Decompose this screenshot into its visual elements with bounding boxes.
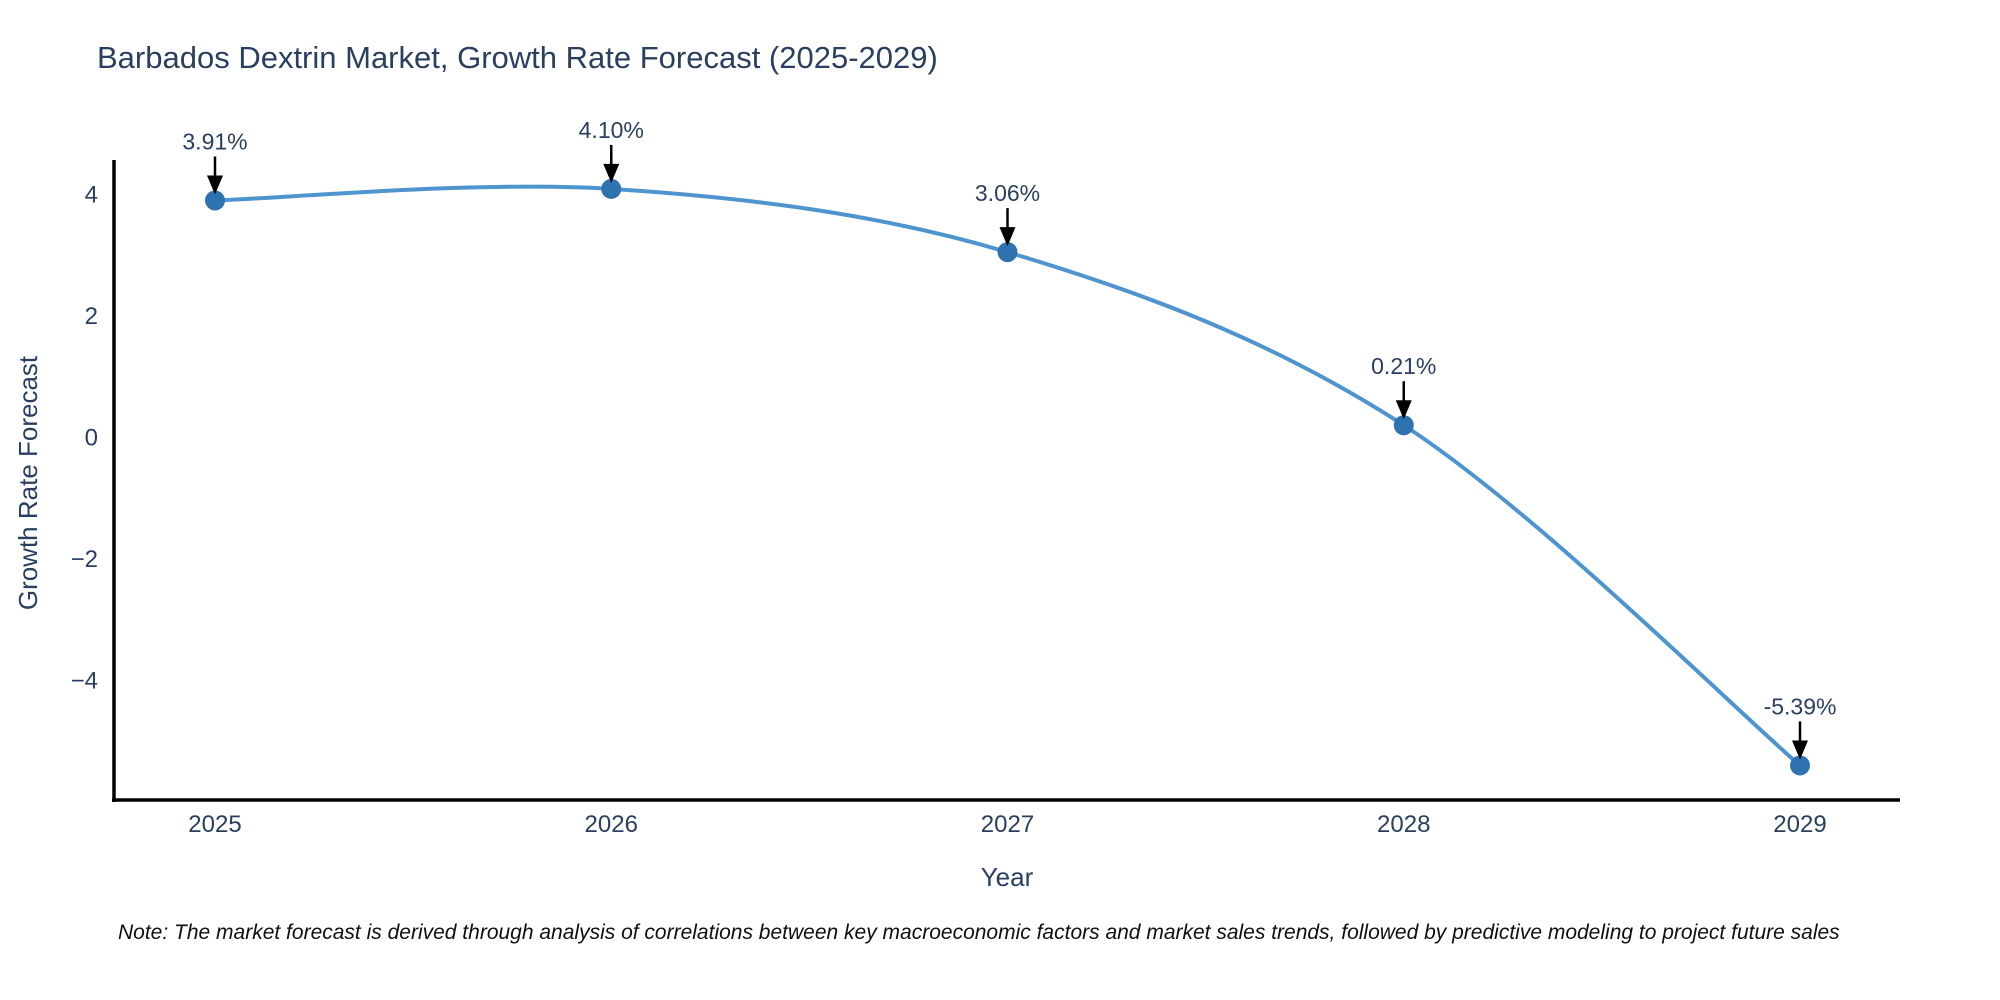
x-tick-label: 2028 [1377, 811, 1430, 838]
annotation-arrow-head [1792, 740, 1808, 760]
point-value-label: 0.21% [1371, 353, 1436, 379]
annotation-arrow-head [1395, 400, 1412, 420]
data-point-marker [1393, 415, 1414, 436]
point-value-label: -5.39% [1764, 693, 1837, 719]
annotation-arrow-head [603, 163, 620, 183]
point-value-label: 4.10% [579, 117, 644, 143]
chart-title: Barbados Dextrin Market, Growth Rate For… [97, 40, 938, 75]
data-point-marker [601, 178, 622, 199]
y-tick-label: 2 [85, 303, 98, 330]
y-tick-label: −2 [71, 546, 98, 573]
x-tick-label: 2029 [1773, 811, 1826, 838]
y-tick-label: −4 [71, 668, 98, 695]
y-tick-label: 0 [85, 425, 98, 452]
data-point-marker [1790, 755, 1810, 776]
footnote: Note: The market forecast is derived thr… [118, 921, 1840, 944]
x-axis-label: Year [980, 862, 1034, 892]
x-tick-label: 2026 [585, 811, 638, 838]
y-axis-label: Growth Rate Forecast [13, 355, 43, 611]
point-value-label: 3.06% [975, 180, 1040, 206]
annotation-arrow-head [999, 227, 1016, 247]
annotation-arrow-head [207, 175, 223, 195]
x-tick-label: 2027 [981, 811, 1034, 838]
data-point-marker [205, 190, 225, 211]
x-tick-label: 2025 [188, 811, 241, 838]
forecast-line [213, 184, 1802, 768]
point-value-label: 3.91% [182, 128, 247, 154]
y-tick-label: 4 [85, 182, 98, 209]
data-point-marker [997, 242, 1018, 263]
